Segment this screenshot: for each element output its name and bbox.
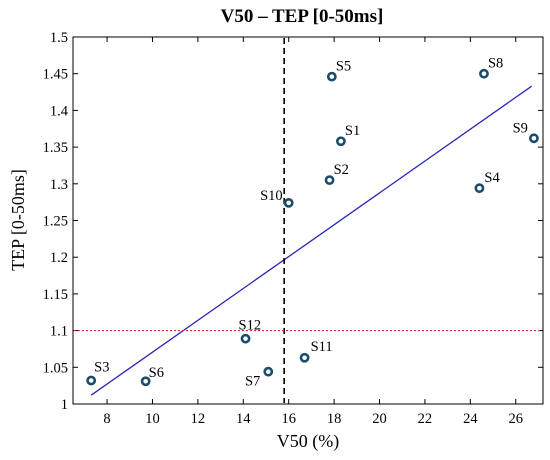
point-label: S3 (94, 360, 109, 376)
y-tick-label: 1.2 (50, 250, 68, 266)
data-point (240, 333, 251, 344)
y-tick-label: 1 (61, 397, 68, 413)
x-tick-label: 22 (418, 411, 433, 427)
plot-frame (72, 36, 544, 405)
data-point (479, 68, 489, 79)
data-point (140, 376, 151, 387)
data-point (299, 352, 310, 363)
y-axis-ticks: 1 1.05 1.1 1.15 1.2 1.25 1.3 1.35 1.4 1.45 1.5 (43, 30, 543, 413)
y-tick-label: 1.1 (50, 324, 68, 340)
point-label: S12 (239, 318, 262, 334)
x-tick-label: 10 (145, 411, 160, 427)
x-tick-label: 16 (281, 411, 296, 427)
data-point (529, 133, 539, 144)
x-axis-ticks: 8 10 12 14 16 18 20 22 24 26 (103, 37, 523, 427)
regression-line (90, 85, 533, 396)
x-tick-label: 12 (191, 411, 206, 427)
y-axis-label: TEP [0-50ms] (8, 169, 28, 271)
point-label: S11 (311, 339, 333, 355)
y-tick-label: 1.4 (50, 103, 69, 119)
y-tick-label: 1.05 (43, 360, 68, 376)
point-label: S5 (336, 59, 351, 75)
point-label: S1 (345, 123, 360, 139)
point-label: S7 (245, 374, 260, 390)
x-tick-label: 26 (509, 411, 524, 427)
y-tick-label: 1.15 (43, 287, 68, 303)
data-point (86, 375, 97, 386)
point-label: S10 (260, 188, 283, 204)
point-label: S8 (488, 56, 503, 72)
x-tick-label: 24 (463, 411, 478, 427)
y-tick-label: 1.25 (43, 214, 68, 230)
data-point (263, 366, 274, 377)
data-point (474, 183, 485, 194)
data-point (324, 175, 335, 186)
x-tick-label: 8 (103, 411, 110, 427)
x-tick-label: 20 (372, 411, 387, 427)
y-tick-label: 1.3 (50, 177, 68, 193)
y-tick-label: 1.35 (43, 140, 68, 156)
y-tick-label: 1.45 (43, 67, 68, 83)
chart-title: V50 – TEP [0-50ms] (221, 6, 384, 27)
data-point (336, 136, 346, 147)
x-axis-label: V50 (%) (277, 431, 339, 452)
y-tick-label: 1.5 (50, 30, 68, 46)
plot-area (72, 36, 544, 405)
x-tick-label: 18 (327, 411, 342, 427)
chart-marks: S1 S2 S3 S4 S5 S6 S7 S8 S9 S10 S11 S12 (74, 38, 542, 403)
data-point (283, 197, 294, 208)
point-label: S6 (149, 365, 164, 381)
point-label: S4 (484, 170, 500, 186)
point-label: S2 (334, 162, 349, 178)
x-tick-label: 14 (236, 411, 251, 427)
data-point (326, 71, 337, 82)
point-label: S9 (513, 120, 528, 136)
